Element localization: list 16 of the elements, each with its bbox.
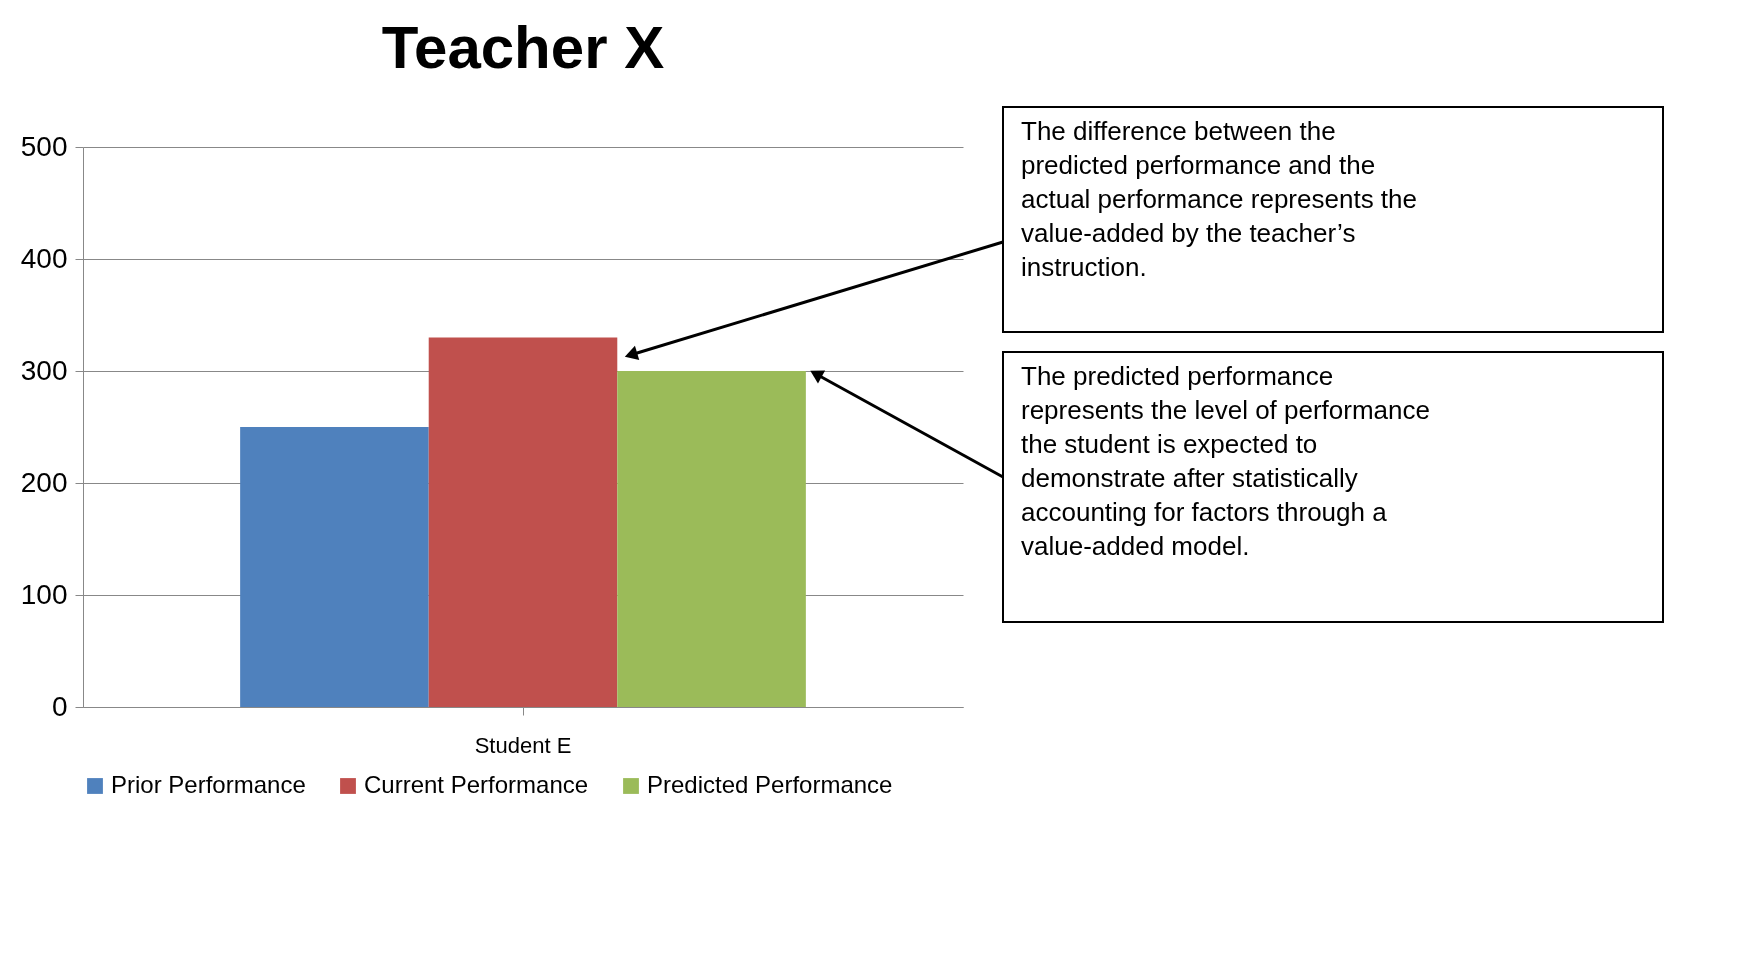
legend-label: Predicted Performance xyxy=(647,771,893,798)
chart-title: Teacher X xyxy=(381,14,665,81)
y-tick-label: 400 xyxy=(20,242,68,274)
y-tick-label: 200 xyxy=(20,466,68,498)
text: The predicted performance represents the level of performance the student is expected to demonstrate after statistically accounting for factors through a value-added model. xyxy=(1021,361,1430,561)
legend-label: Prior Performance xyxy=(111,771,306,798)
x-tick-label: Student E xyxy=(474,732,572,758)
bar xyxy=(617,371,806,707)
text: The difference between the predicted performance and the actual performance represents the value-added by the teacher’s instruction. xyxy=(1021,116,1417,282)
y-tick-label: 500 xyxy=(20,130,68,162)
legend-label: Current Performance xyxy=(364,771,589,798)
bar xyxy=(240,427,429,707)
y-tick-label: 300 xyxy=(20,354,68,386)
bar xyxy=(428,337,618,707)
y-tick-label: 100 xyxy=(20,578,68,610)
y-tick-label: 0 xyxy=(51,690,68,722)
